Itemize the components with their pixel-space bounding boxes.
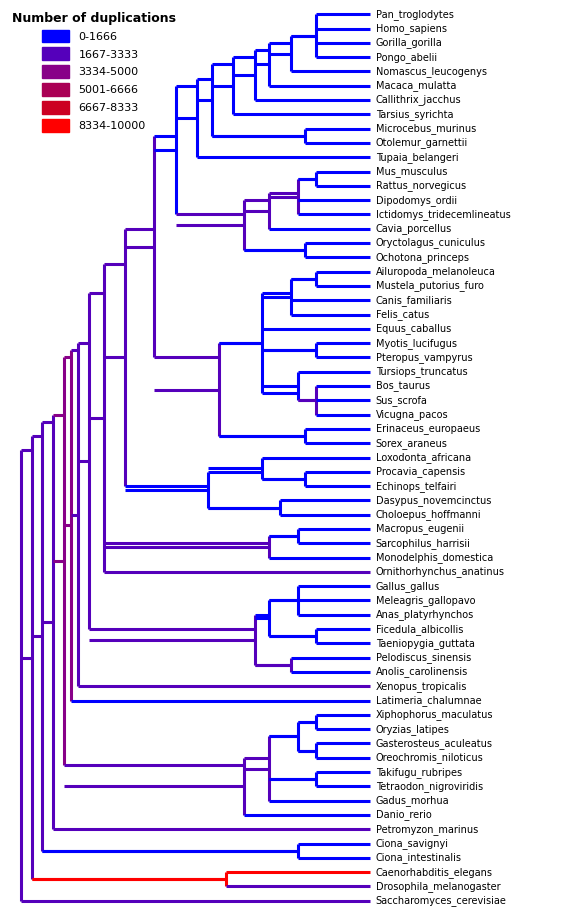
Text: Latimeria_chalumnae: Latimeria_chalumnae [376,695,481,706]
Text: Xenopus_tropicalis: Xenopus_tropicalis [376,681,467,692]
Text: Sorex_araneus: Sorex_araneus [376,437,448,448]
Text: Ciona_intestinalis: Ciona_intestinalis [376,853,461,864]
Text: Felis_catus: Felis_catus [376,309,429,320]
Text: Mus_musculus: Mus_musculus [376,166,447,177]
Text: Pongo_abelii: Pongo_abelii [376,51,437,62]
Text: Loxodonta_africana: Loxodonta_africana [376,452,471,463]
Text: Monodelphis_domestica: Monodelphis_domestica [376,552,493,563]
Text: Oreochromis_niloticus: Oreochromis_niloticus [376,752,483,763]
Text: Dasypus_novemcinctus: Dasypus_novemcinctus [376,495,491,506]
Text: Pelodiscus_sinensis: Pelodiscus_sinensis [376,652,471,663]
Text: Myotis_lucifugus: Myotis_lucifugus [376,338,457,349]
Text: Otolemur_garnettii: Otolemur_garnettii [376,137,468,148]
Text: Sarcophilus_harrisii: Sarcophilus_harrisii [376,538,471,549]
Text: Tursiops_truncatus: Tursiops_truncatus [376,366,467,377]
Text: Anas_platyrhynchos: Anas_platyrhynchos [376,609,474,620]
Text: Ciona_savignyi: Ciona_savignyi [376,838,449,849]
Text: Choloepus_hoffmanni: Choloepus_hoffmanni [376,510,481,520]
Text: Saccharomyces_cerevisiae: Saccharomyces_cerevisiae [376,896,506,906]
Text: Homo_sapiens: Homo_sapiens [376,23,447,34]
Text: Macaca_mulatta: Macaca_mulatta [376,81,456,92]
Text: Oryzias_latipes: Oryzias_latipes [376,724,449,735]
Text: Takifugu_rubripes: Takifugu_rubripes [376,767,462,778]
Text: Canis_familiaris: Canis_familiaris [376,295,452,306]
Text: Danio_rerio: Danio_rerio [376,810,431,821]
Text: Cavia_porcellus: Cavia_porcellus [376,223,452,234]
Text: Tupaia_belangeri: Tupaia_belangeri [376,152,458,163]
Text: Caenorhabditis_elegans: Caenorhabditis_elegans [376,867,493,877]
Text: Drosophila_melanogaster: Drosophila_melanogaster [376,881,500,892]
Text: Tarsius_syrichta: Tarsius_syrichta [376,109,453,120]
Text: Tetraodon_nigroviridis: Tetraodon_nigroviridis [376,780,482,791]
Text: Xiphophorus_maculatus: Xiphophorus_maculatus [376,709,493,720]
Text: Pan_troglodytes: Pan_troglodytes [376,9,453,19]
Legend: 0-1666, 1667-3333, 3334-5000, 5001-6666, 6667-8333, 8334-10000: 0-1666, 1667-3333, 3334-5000, 5001-6666,… [9,8,179,135]
Text: Oryctolagus_cuniculus: Oryctolagus_cuniculus [376,238,485,249]
Text: Gadus_morhua: Gadus_morhua [376,795,449,806]
Text: Ochotona_princeps: Ochotona_princeps [376,252,469,263]
Text: Bos_taurus: Bos_taurus [376,381,429,392]
Text: Vicugna_pacos: Vicugna_pacos [376,409,448,420]
Text: Ornithorhynchus_anatinus: Ornithorhynchus_anatinus [376,566,505,577]
Text: Taeniopygia_guttata: Taeniopygia_guttata [376,638,475,649]
Text: Mustela_putorius_furo: Mustela_putorius_furo [376,281,484,291]
Text: Sus_scrofa: Sus_scrofa [376,395,428,405]
Text: Equus_caballus: Equus_caballus [376,323,451,334]
Text: Ictidomys_tridecemlineatus: Ictidomys_tridecemlineatus [376,209,510,220]
Text: Macropus_eugenii: Macropus_eugenii [376,523,464,534]
Text: Erinaceus_europaeus: Erinaceus_europaeus [376,424,480,435]
Text: Gallus_gallus: Gallus_gallus [376,581,440,592]
Text: Callithrix_jacchus: Callithrix_jacchus [376,94,461,105]
Text: Gasterosteus_aculeatus: Gasterosteus_aculeatus [376,738,493,749]
Text: Microcebus_murinus: Microcebus_murinus [376,124,476,135]
Text: Pteropus_vampyrus: Pteropus_vampyrus [376,352,472,363]
Text: Gorilla_gorilla: Gorilla_gorilla [376,38,443,48]
Text: Procavia_capensis: Procavia_capensis [376,467,465,478]
Text: Petromyzon_marinus: Petromyzon_marinus [376,824,478,834]
Text: Dipodomys_ordii: Dipodomys_ordii [376,195,457,206]
Text: Nomascus_leucogenys: Nomascus_leucogenys [376,66,486,77]
Text: Ficedula_albicollis: Ficedula_albicollis [376,624,463,634]
Text: Anolis_carolinensis: Anolis_carolinensis [376,666,468,677]
Text: Rattus_norvegicus: Rattus_norvegicus [376,180,466,191]
Text: Echinops_telfairi: Echinops_telfairi [376,480,456,491]
Text: Meleagris_gallopavo: Meleagris_gallopavo [376,595,475,606]
Text: Ailuropoda_melanoleuca: Ailuropoda_melanoleuca [376,266,496,277]
